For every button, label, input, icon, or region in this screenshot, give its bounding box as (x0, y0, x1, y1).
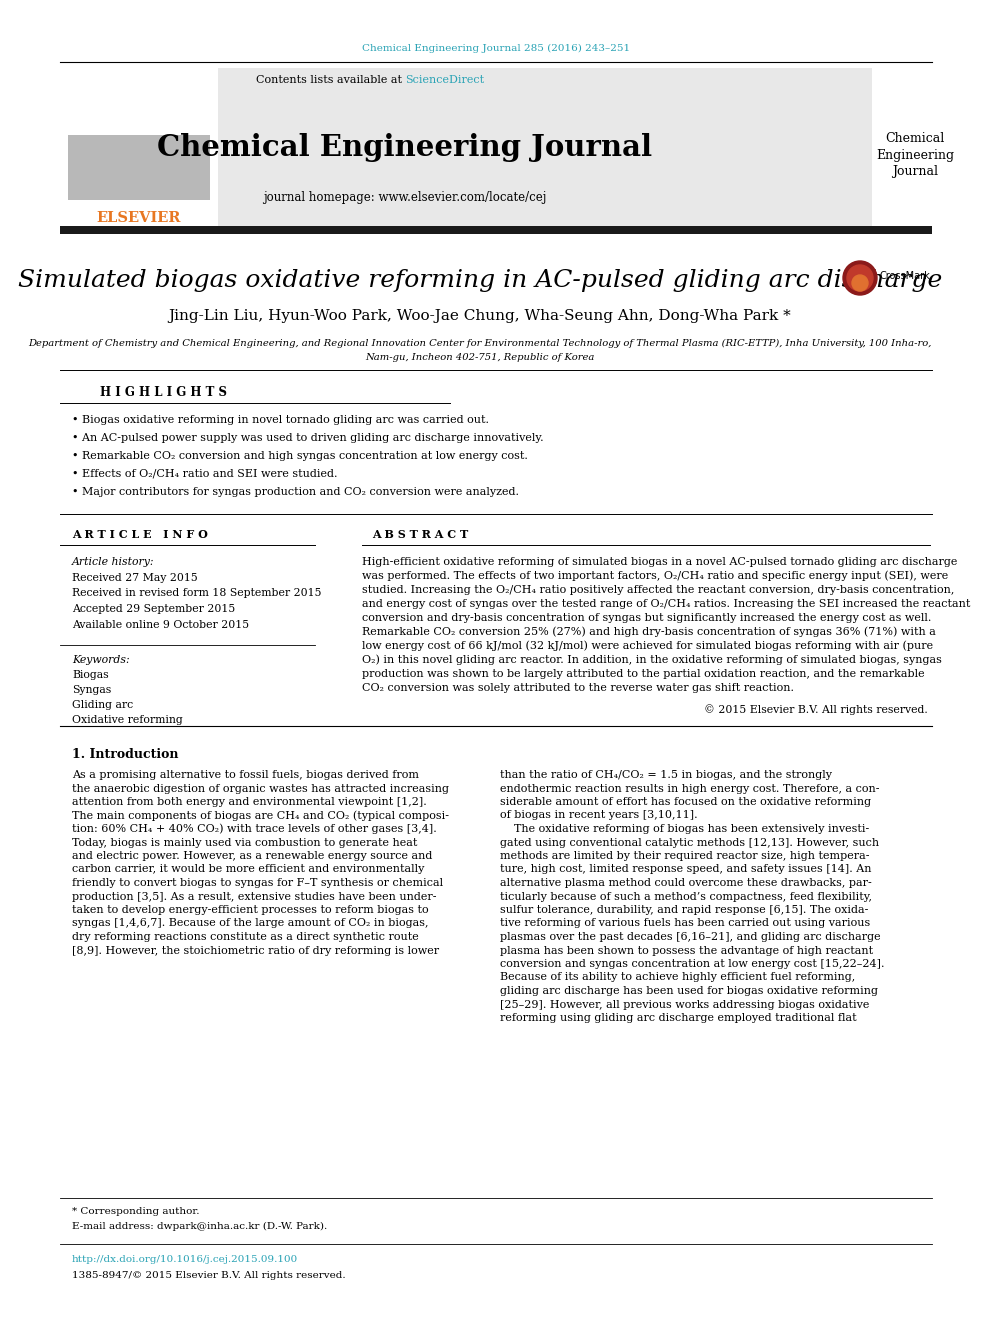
Text: • An AC-pulsed power supply was used to driven gliding arc discharge innovativel: • An AC-pulsed power supply was used to … (72, 433, 544, 443)
Text: Keywords:: Keywords: (72, 655, 130, 665)
Text: carbon carrier, it would be more efficient and environmentally: carbon carrier, it would be more efficie… (72, 864, 425, 875)
Text: attention from both energy and environmental viewpoint [1,2].: attention from both energy and environme… (72, 796, 427, 807)
Circle shape (852, 275, 868, 291)
Text: dry reforming reactions constitute as a direct synthetic route: dry reforming reactions constitute as a … (72, 931, 419, 942)
Bar (60, 226, 932, 234)
Text: E-mail address: dwpark@inha.ac.kr (D.-W. Park).: E-mail address: dwpark@inha.ac.kr (D.-W.… (72, 1221, 327, 1230)
Text: alternative plasma method could overcome these drawbacks, par-: alternative plasma method could overcome… (500, 878, 872, 888)
Text: production [3,5]. As a result, extensive studies have been under-: production [3,5]. As a result, extensive… (72, 892, 436, 901)
Text: syngas [1,4,6,7]. Because of the large amount of CO₂ in biogas,: syngas [1,4,6,7]. Because of the large a… (72, 918, 429, 929)
Text: of biogas in recent years [3,10,11].: of biogas in recent years [3,10,11]. (500, 811, 697, 820)
Text: ture, high cost, limited response speed, and safety issues [14]. An: ture, high cost, limited response speed,… (500, 864, 872, 875)
Text: Chemical Engineering Journal 285 (2016) 243–251: Chemical Engineering Journal 285 (2016) … (362, 44, 630, 53)
Text: low energy cost of 66 kJ/mol (32 kJ/mol) were achieved for simulated biogas refo: low energy cost of 66 kJ/mol (32 kJ/mol)… (362, 640, 933, 651)
Text: Gliding arc: Gliding arc (72, 700, 133, 710)
Text: [25–29]. However, all previous works addressing biogas oxidative: [25–29]. However, all previous works add… (500, 999, 869, 1009)
Text: reforming using gliding arc discharge employed traditional flat: reforming using gliding arc discharge em… (500, 1013, 857, 1023)
Text: 1. Introduction: 1. Introduction (72, 747, 179, 761)
Text: Chemical Engineering Journal: Chemical Engineering Journal (158, 134, 653, 163)
Text: Syngas: Syngas (72, 685, 111, 695)
Text: http://dx.doi.org/10.1016/j.cej.2015.09.100: http://dx.doi.org/10.1016/j.cej.2015.09.… (72, 1256, 299, 1265)
Text: tion: 60% CH₄ + 40% CO₂) with trace levels of other gases [3,4].: tion: 60% CH₄ + 40% CO₂) with trace leve… (72, 824, 436, 835)
Text: gliding arc discharge has been used for biogas oxidative reforming: gliding arc discharge has been used for … (500, 986, 878, 996)
Text: than the ratio of CH₄/CO₂ = 1.5 in biogas, and the strongly: than the ratio of CH₄/CO₂ = 1.5 in bioga… (500, 770, 832, 781)
Text: High-efficient oxidative reforming of simulated biogas in a novel AC-pulsed torn: High-efficient oxidative reforming of si… (362, 557, 957, 568)
Text: production was shown to be largely attributed to the partial oxidation reaction,: production was shown to be largely attri… (362, 669, 925, 679)
Text: [8,9]. However, the stoichiometric ratio of dry reforming is lower: [8,9]. However, the stoichiometric ratio… (72, 946, 439, 955)
Text: • Biogas oxidative reforming in novel tornado gliding arc was carried out.: • Biogas oxidative reforming in novel to… (72, 415, 489, 425)
Text: Received 27 May 2015: Received 27 May 2015 (72, 573, 197, 583)
Text: methods are limited by their required reactor size, high tempera-: methods are limited by their required re… (500, 851, 870, 861)
Text: Received in revised form 18 September 2015: Received in revised form 18 September 20… (72, 589, 321, 598)
Text: taken to develop energy-efficient processes to reform biogas to: taken to develop energy-efficient proces… (72, 905, 429, 916)
Text: As a promising alternative to fossil fuels, biogas derived from: As a promising alternative to fossil fue… (72, 770, 419, 781)
Text: Contents lists available at: Contents lists available at (256, 75, 405, 85)
Text: studied. Increasing the O₂/CH₄ ratio positively affected the reactant conversion: studied. Increasing the O₂/CH₄ ratio pos… (362, 585, 954, 595)
Text: Article history:: Article history: (72, 557, 155, 568)
Text: ticularly because of such a method’s compactness, feed flexibility,: ticularly because of such a method’s com… (500, 892, 872, 901)
Text: sulfur tolerance, durability, and rapid response [6,15]. The oxida-: sulfur tolerance, durability, and rapid … (500, 905, 868, 916)
Text: and energy cost of syngas over the tested range of O₂/CH₄ ratios. Increasing the: and energy cost of syngas over the teste… (362, 599, 970, 609)
Text: The main components of biogas are CH₄ and CO₂ (typical composi-: The main components of biogas are CH₄ an… (72, 810, 449, 820)
Text: Biogas: Biogas (72, 669, 109, 680)
Text: ScienceDirect: ScienceDirect (405, 75, 484, 85)
Text: siderable amount of effort has focused on the oxidative reforming: siderable amount of effort has focused o… (500, 796, 871, 807)
Text: A B S T R A C T: A B S T R A C T (372, 528, 468, 540)
Text: Oxidative reforming: Oxidative reforming (72, 714, 183, 725)
Text: * Corresponding author.: * Corresponding author. (72, 1208, 199, 1217)
Text: plasma has been shown to possess the advantage of high reactant: plasma has been shown to possess the adv… (500, 946, 873, 955)
Text: endothermic reaction results in high energy cost. Therefore, a con-: endothermic reaction results in high ene… (500, 783, 880, 794)
Text: Nam-gu, Incheon 402-751, Republic of Korea: Nam-gu, Incheon 402-751, Republic of Kor… (365, 352, 594, 361)
Text: CrossMark: CrossMark (880, 271, 930, 280)
Circle shape (843, 261, 877, 295)
Text: ELSEVIER: ELSEVIER (97, 210, 182, 225)
Text: gated using conventional catalytic methods [12,13]. However, such: gated using conventional catalytic metho… (500, 837, 879, 848)
Text: A R T I C L E   I N F O: A R T I C L E I N F O (72, 528, 208, 540)
Text: Accepted 29 September 2015: Accepted 29 September 2015 (72, 605, 235, 614)
Text: • Effects of O₂/CH₄ ratio and SEI were studied.: • Effects of O₂/CH₄ ratio and SEI were s… (72, 468, 337, 479)
Text: journal homepage: www.elsevier.com/locate/cej: journal homepage: www.elsevier.com/locat… (263, 192, 547, 205)
Circle shape (847, 265, 873, 291)
Text: Department of Chemistry and Chemical Engineering, and Regional Innovation Center: Department of Chemistry and Chemical Eng… (29, 339, 931, 348)
Text: © 2015 Elsevier B.V. All rights reserved.: © 2015 Elsevier B.V. All rights reserved… (704, 705, 928, 716)
Text: Remarkable CO₂ conversion 25% (27%) and high dry-basis concentration of syngas 3: Remarkable CO₂ conversion 25% (27%) and … (362, 627, 935, 638)
Text: conversion and syngas concentration at low energy cost [15,22–24].: conversion and syngas concentration at l… (500, 959, 885, 968)
Text: CO₂ conversion was solely attributed to the reverse water gas shift reaction.: CO₂ conversion was solely attributed to … (362, 683, 794, 693)
Text: plasmas over the past decades [6,16–21], and gliding arc discharge: plasmas over the past decades [6,16–21],… (500, 931, 881, 942)
Text: The oxidative reforming of biogas has been extensively investi-: The oxidative reforming of biogas has be… (500, 824, 869, 833)
Text: 1385-8947/© 2015 Elsevier B.V. All rights reserved.: 1385-8947/© 2015 Elsevier B.V. All right… (72, 1271, 345, 1281)
Text: Chemical
Engineering
Journal: Chemical Engineering Journal (876, 131, 954, 179)
Text: conversion and dry-basis concentration of syngas but significantly increased the: conversion and dry-basis concentration o… (362, 613, 931, 623)
Text: H I G H L I G H T S: H I G H L I G H T S (100, 385, 227, 398)
Text: • Remarkable CO₂ conversion and high syngas concentration at low energy cost.: • Remarkable CO₂ conversion and high syn… (72, 451, 528, 460)
Text: Today, biogas is mainly used via combustion to generate heat: Today, biogas is mainly used via combust… (72, 837, 418, 848)
Bar (60, 67, 218, 228)
Text: Jing-Lin Liu, Hyun-Woo Park, Woo-Jae Chung, Wha-Seung Ahn, Dong-Wha Park *: Jing-Lin Liu, Hyun-Woo Park, Woo-Jae Chu… (169, 310, 792, 323)
Text: tive reforming of various fuels has been carried out using various: tive reforming of various fuels has been… (500, 918, 870, 929)
Text: Simulated biogas oxidative reforming in AC-pulsed gliding arc discharge: Simulated biogas oxidative reforming in … (18, 269, 942, 291)
Text: O₂) in this novel gliding arc reactor. In addition, in the oxidative reforming o: O₂) in this novel gliding arc reactor. I… (362, 655, 941, 665)
Text: and electric power. However, as a renewable energy source and: and electric power. However, as a renewa… (72, 851, 433, 861)
Text: Available online 9 October 2015: Available online 9 October 2015 (72, 619, 249, 630)
Text: was performed. The effects of two important factors, O₂/CH₄ ratio and specific e: was performed. The effects of two import… (362, 570, 948, 581)
Text: • Major contributors for syngas production and CO₂ conversion were analyzed.: • Major contributors for syngas producti… (72, 487, 519, 497)
Bar (68, 135, 210, 200)
Text: Because of its ability to achieve highly efficient fuel reforming,: Because of its ability to achieve highly… (500, 972, 855, 983)
Text: friendly to convert biogas to syngas for F–T synthesis or chemical: friendly to convert biogas to syngas for… (72, 878, 443, 888)
Text: the anaerobic digestion of organic wastes has attracted increasing: the anaerobic digestion of organic waste… (72, 783, 449, 794)
Bar (60, 67, 872, 228)
